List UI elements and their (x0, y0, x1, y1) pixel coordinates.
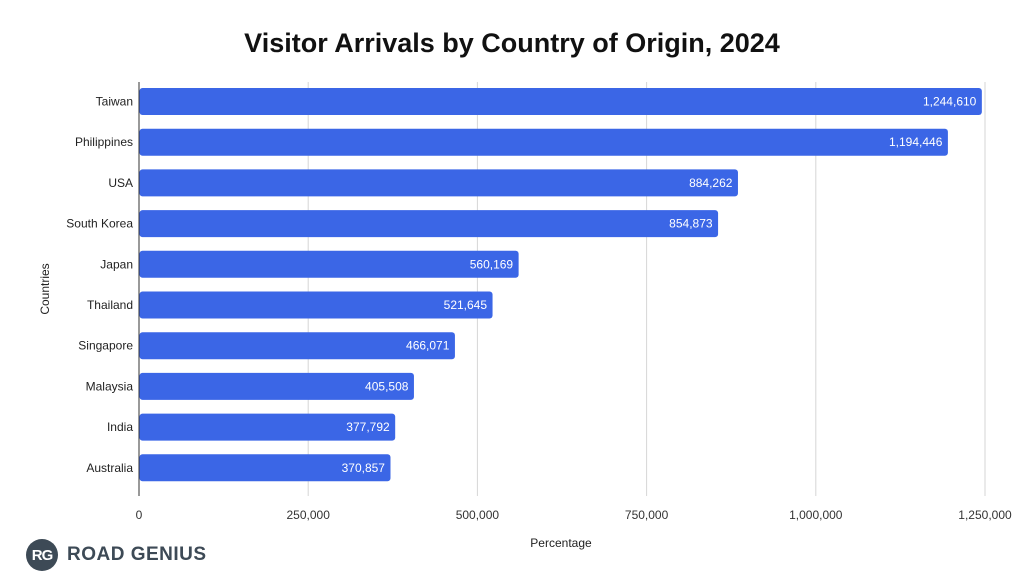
category-label: India (107, 420, 133, 434)
bar-value-label: 466,071 (406, 339, 450, 353)
road-genius-logo: RG ROAD GENIUS (26, 538, 207, 572)
x-tick-label: 1,250,000 (958, 508, 1012, 522)
bar-value-label: 1,194,446 (889, 135, 943, 149)
category-label: Thailand (87, 298, 133, 312)
bar-value-label: 884,262 (689, 176, 733, 190)
category-label: Japan (100, 257, 133, 271)
x-tick-label: 1,000,000 (789, 508, 843, 522)
bar (139, 372, 414, 400)
bar (139, 210, 719, 238)
x-tick-label: 250,000 (287, 508, 331, 522)
category-label: Malaysia (86, 379, 134, 393)
category-label: Australia (86, 461, 133, 475)
category-label: Philippines (75, 135, 133, 149)
bar-value-label: 377,792 (346, 420, 390, 434)
bar-value-label: 560,169 (470, 257, 514, 271)
chart-title: Visitor Arrivals by Country of Origin, 2… (244, 28, 780, 58)
x-tick-label: 0 (136, 508, 143, 522)
x-tick-label: 750,000 (625, 508, 669, 522)
bar (139, 291, 493, 319)
bar-value-label: 854,873 (669, 217, 713, 231)
bar (139, 88, 982, 115)
bars: 1,244,610 1,194,446 884,262 854,873 560,169 5… (139, 88, 982, 482)
bar (139, 128, 948, 156)
bar (139, 413, 396, 441)
logo-text: ROAD GENIUS (67, 544, 207, 565)
bar-value-label: 405,508 (365, 379, 409, 393)
category-label: Singapore (78, 339, 133, 353)
x-tick-label: 500,000 (456, 508, 500, 522)
bar-value-label: 370,857 (342, 461, 386, 475)
bar-value-label: 1,244,610 (923, 95, 977, 109)
bar (139, 454, 391, 482)
category-labels: Taiwan Philippines USA South Korea Japan Thai… (66, 95, 133, 475)
category-label: USA (108, 176, 133, 190)
category-label: Taiwan (96, 95, 133, 109)
bar (139, 250, 519, 278)
bar (139, 332, 455, 360)
category-label: South Korea (66, 217, 133, 231)
logo-badge: RG (26, 539, 58, 571)
y-axis-title: Countries (38, 263, 52, 314)
x-axis-title: Percentage (530, 536, 592, 550)
bar-value-label: 521,645 (444, 298, 488, 312)
x-tick-labels: 0 250,000 500,000 750,000 1,000,000 1,250,000 (136, 508, 1012, 522)
bar (139, 169, 738, 197)
